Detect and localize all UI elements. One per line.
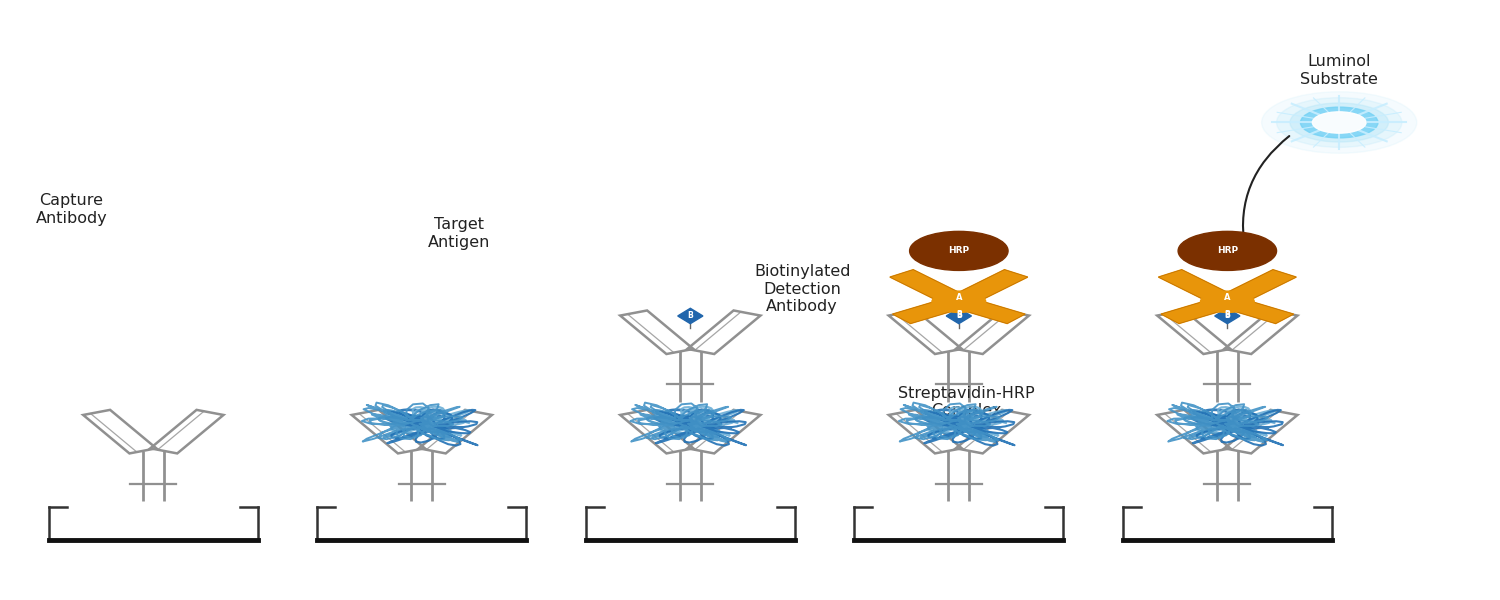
Text: B: B bbox=[956, 310, 962, 319]
Polygon shape bbox=[950, 297, 1024, 323]
Circle shape bbox=[1178, 232, 1276, 271]
Text: B: B bbox=[956, 311, 962, 320]
Circle shape bbox=[1200, 291, 1254, 313]
Circle shape bbox=[1312, 112, 1366, 133]
Text: B: B bbox=[1224, 310, 1230, 319]
Polygon shape bbox=[890, 269, 971, 305]
Text: HRP: HRP bbox=[948, 247, 969, 256]
Circle shape bbox=[1276, 98, 1402, 148]
Text: A: A bbox=[1224, 293, 1230, 302]
Polygon shape bbox=[1218, 297, 1293, 323]
Text: Luminol
Substrate: Luminol Substrate bbox=[1300, 55, 1378, 87]
Polygon shape bbox=[1161, 297, 1236, 323]
Text: Biotinylated
Detection
Antibody: Biotinylated Detection Antibody bbox=[754, 265, 850, 314]
Circle shape bbox=[1290, 103, 1389, 142]
Polygon shape bbox=[678, 308, 703, 323]
Text: B: B bbox=[1224, 311, 1230, 320]
Text: Capture
Antibody: Capture Antibody bbox=[36, 193, 106, 226]
Text: HRP: HRP bbox=[1216, 247, 1237, 256]
Circle shape bbox=[1262, 92, 1418, 153]
Circle shape bbox=[932, 291, 986, 313]
Polygon shape bbox=[1215, 308, 1240, 323]
Text: Streptavidin-HRP
Complex: Streptavidin-HRP Complex bbox=[898, 386, 1035, 418]
Polygon shape bbox=[946, 308, 972, 323]
Polygon shape bbox=[892, 297, 968, 323]
Polygon shape bbox=[1215, 269, 1296, 305]
Circle shape bbox=[909, 232, 1008, 271]
Text: B: B bbox=[687, 311, 693, 320]
Polygon shape bbox=[1158, 269, 1239, 305]
Text: A: A bbox=[956, 293, 962, 302]
Polygon shape bbox=[946, 269, 1028, 305]
Circle shape bbox=[1300, 107, 1378, 138]
Text: Target
Antigen: Target Antigen bbox=[427, 217, 490, 250]
